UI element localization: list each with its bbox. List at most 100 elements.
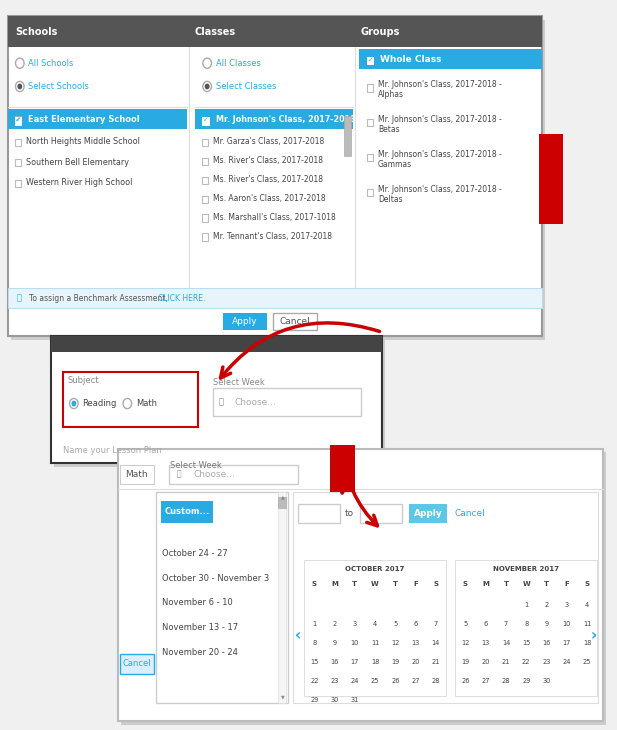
Text: Choose...: Choose... [194,469,236,479]
Text: S: S [463,581,468,588]
Text: 20: 20 [412,659,420,665]
Text: Apply: Apply [414,509,442,518]
Text: ▼: ▼ [281,694,284,699]
Text: 18: 18 [371,659,379,665]
Circle shape [15,81,24,91]
Text: Custom...: Custom... [165,507,210,516]
Text: Ms. River's Class, 2017-2018: Ms. River's Class, 2017-2018 [213,156,323,165]
Text: Ms. Marshall's Class, 2017-1018: Ms. Marshall's Class, 2017-1018 [213,213,336,222]
Text: Select Week: Select Week [170,461,222,470]
Text: 📅: 📅 [218,398,223,407]
Bar [298,504,340,523]
Text: 10: 10 [563,621,571,627]
Text: 28: 28 [432,677,440,684]
Bar [367,189,373,196]
Text: ✓: ✓ [15,117,22,123]
Bar [7,16,542,47]
Text: S: S [584,581,590,588]
Text: 29: 29 [310,696,318,703]
Text: Reading: Reading [83,399,117,408]
Bar [7,109,188,129]
Text: Name your Lesson Plan: Name your Lesson Plan [63,445,162,455]
Text: T: T [393,581,398,588]
Bar [202,196,209,203]
Bar [330,445,355,492]
Text: 25: 25 [371,677,379,684]
Text: 6: 6 [484,621,488,627]
Circle shape [72,401,77,407]
Bar [195,109,354,129]
Text: Groups: Groups [361,26,400,36]
Text: 18: 18 [583,640,591,646]
Text: Subject: Subject [68,377,99,385]
Text: Cancel: Cancel [123,659,151,669]
Bar [213,388,361,416]
Text: 27: 27 [481,677,490,684]
Text: 12: 12 [391,640,400,646]
Text: 16: 16 [331,659,339,665]
Bar [278,492,286,703]
Text: 7: 7 [504,621,508,627]
Bar [202,177,209,184]
Text: W: W [371,581,379,588]
Bar [121,453,607,725]
Bar [360,49,542,69]
Text: 21: 21 [502,659,510,665]
Bar [120,653,154,674]
Circle shape [203,58,212,69]
Bar [54,339,385,466]
Text: 2: 2 [333,621,337,627]
Text: 5: 5 [393,621,397,627]
Circle shape [15,58,24,69]
Text: Select Schools: Select Schools [28,82,89,91]
Text: 11: 11 [371,640,379,646]
Bar [367,84,373,91]
Text: 13: 13 [482,640,490,646]
Text: Math: Math [136,399,157,408]
Text: All Classes: All Classes [216,58,260,68]
Text: All Schools: All Schools [28,58,74,68]
Text: November 6 - 10: November 6 - 10 [162,599,233,607]
Text: ‹: ‹ [295,628,301,643]
Text: Choose...: Choose... [235,398,276,407]
Text: 1: 1 [312,621,317,627]
Bar [63,372,198,427]
Text: 31: 31 [350,696,359,703]
Text: 25: 25 [583,659,591,665]
Text: 17: 17 [563,640,571,646]
Text: 15: 15 [310,659,318,665]
Text: 4: 4 [373,621,377,627]
Text: November 20 - 24: November 20 - 24 [162,648,238,657]
Text: 5: 5 [463,621,468,627]
Text: 27: 27 [412,677,420,684]
Circle shape [205,83,210,89]
Text: 23: 23 [331,677,339,684]
Bar [15,139,21,146]
Text: Ms. River's Class, 2017-2018: Ms. River's Class, 2017-2018 [213,175,323,184]
Bar [367,57,375,66]
Text: 11: 11 [583,621,591,627]
Bar [360,504,402,523]
Bar [367,154,373,161]
Text: 22: 22 [522,659,531,665]
Text: ⓘ: ⓘ [17,293,22,303]
Bar [223,312,267,330]
Text: Southern Bell Elementary: Southern Bell Elementary [26,158,129,166]
Bar [51,336,382,352]
Text: Whole Class: Whole Class [380,55,442,64]
Bar [304,560,446,696]
Bar [202,234,209,241]
Text: 24: 24 [350,677,359,684]
Text: Math: Math [125,469,148,479]
Text: T: T [352,581,357,588]
Text: Select Classes: Select Classes [216,82,276,91]
Text: 4: 4 [585,602,589,608]
Text: 13: 13 [412,640,420,646]
Text: Deltas: Deltas [378,195,402,204]
Text: M: M [331,581,338,588]
Text: T: T [503,581,508,588]
Text: November 13 - 17: November 13 - 17 [162,623,238,632]
Text: 9: 9 [544,621,549,627]
Bar [409,504,447,523]
Text: 14: 14 [432,640,440,646]
